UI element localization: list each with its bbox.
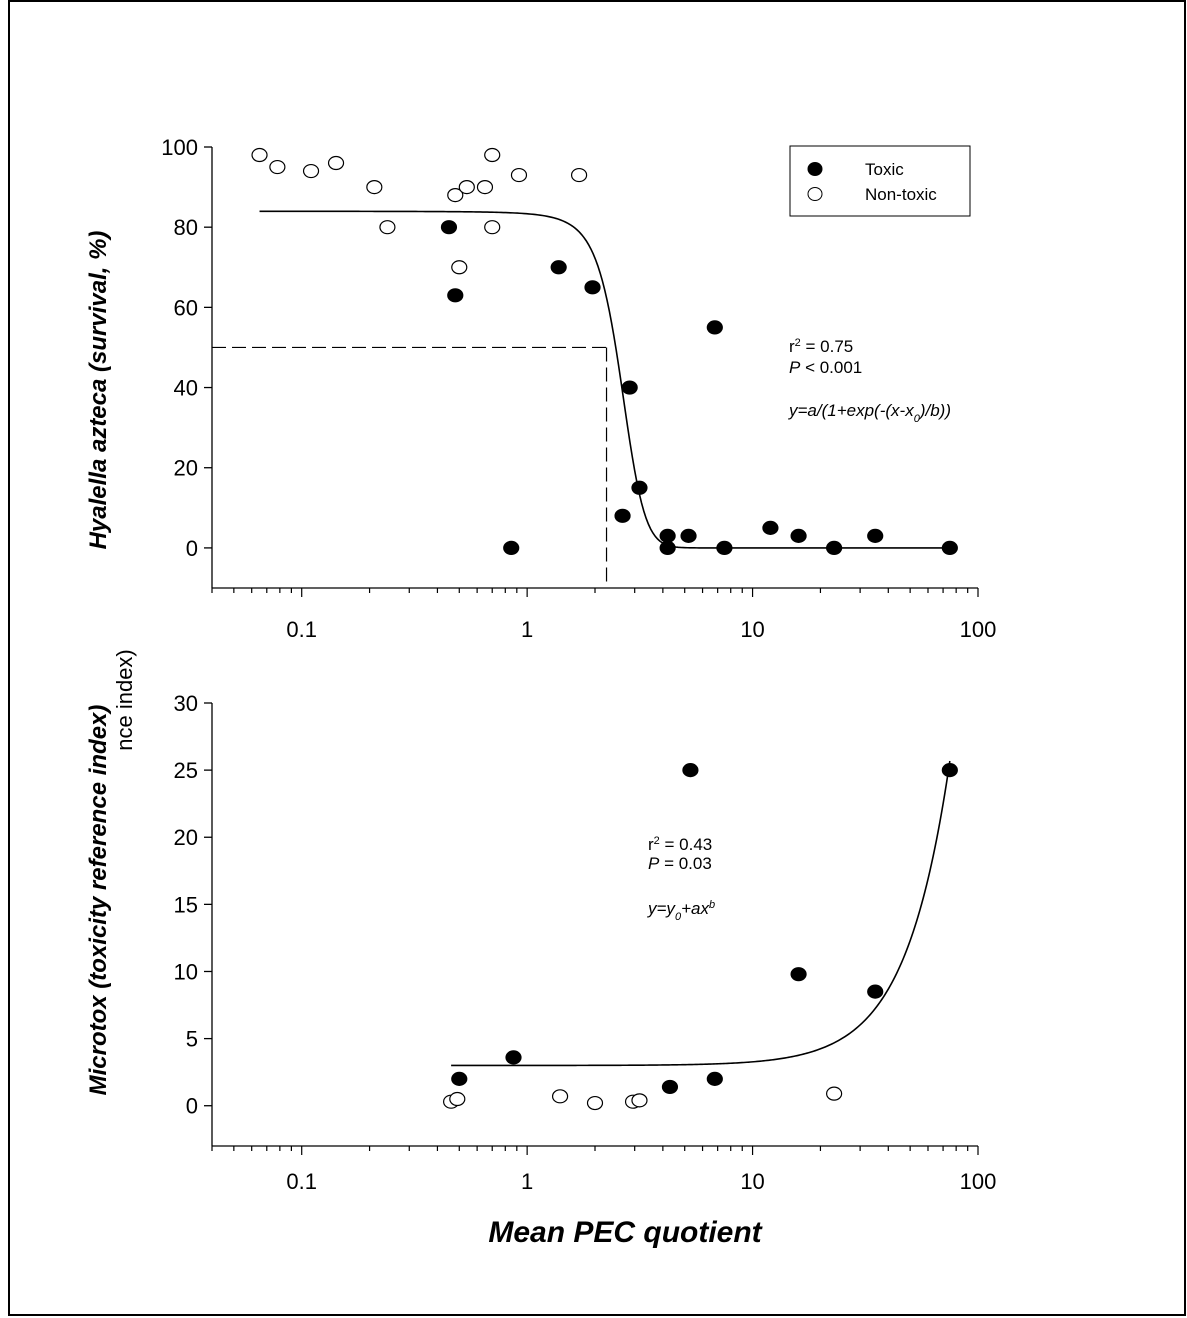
data-point-non-toxic	[447, 188, 464, 203]
y-tick-label: 100	[161, 135, 198, 160]
data-point-toxic	[762, 520, 779, 535]
data-point-toxic	[661, 1079, 679, 1095]
y-tick-label: 10	[174, 959, 198, 984]
data-point-toxic	[550, 260, 567, 275]
legend-marker-non-toxic	[807, 187, 823, 201]
y-tick-label: 60	[174, 295, 198, 320]
data-point-non-toxic	[269, 159, 286, 175]
y-tick-label: 80	[174, 215, 198, 240]
x-tick-label: 1	[521, 1169, 533, 1194]
annotation-equation: y=a/(1+exp(-(x-x0)/b))	[788, 401, 951, 425]
data-point-toxic	[867, 984, 884, 999]
legend-box	[789, 145, 971, 217]
y-axis-label-bottom: Microtox (toxicity reference index)	[85, 705, 112, 1096]
x-tick-label: 100	[960, 617, 997, 642]
data-point-toxic	[716, 540, 733, 556]
y-axis-label-fragment: nce index)	[112, 649, 137, 751]
annotation-p: P = 0.03	[648, 854, 712, 873]
data-point-non-toxic	[510, 167, 528, 183]
y-tick-label: 15	[174, 892, 198, 917]
data-point-toxic	[621, 380, 638, 395]
data-point-toxic	[941, 540, 958, 556]
data-point-toxic	[682, 763, 699, 778]
fit-curve	[451, 760, 951, 1067]
y-tick-label: 5	[186, 1027, 198, 1052]
x-tick-label: 10	[740, 617, 764, 642]
data-point-non-toxic	[551, 1089, 569, 1104]
y-tick-label: 0	[186, 536, 198, 561]
data-point-non-toxic	[458, 179, 475, 195]
data-point-non-toxic	[570, 167, 588, 183]
data-point-non-toxic	[826, 1086, 843, 1101]
data-point-toxic	[790, 967, 807, 982]
legend-label-toxic: Toxic	[865, 160, 904, 179]
data-point-toxic	[867, 528, 884, 543]
data-point-toxic	[680, 528, 697, 543]
data-point-toxic	[706, 320, 723, 335]
data-point-toxic	[505, 1050, 522, 1065]
data-point-toxic	[826, 540, 843, 556]
data-point-non-toxic	[476, 179, 494, 195]
panel-microtox: 0 5 10 15 20 25 30 0.1 1 10 100 Microtox (toxicity …	[85, 649, 996, 1249]
legend-label-non-toxic: Non-toxic	[865, 185, 937, 204]
annotation-r2: r2 = 0.43	[648, 835, 712, 854]
data-point-non-toxic	[302, 163, 320, 179]
data-point-toxic	[584, 280, 601, 295]
data-point-non-toxic	[451, 260, 468, 275]
y-tick-label: 25	[174, 758, 198, 783]
figure-frame	[8, 0, 1186, 1316]
data-point-toxic	[503, 540, 520, 556]
data-point-non-toxic	[251, 147, 268, 163]
data-point-toxic	[659, 540, 676, 556]
y-tick-label: 20	[174, 825, 198, 850]
annotation-p: P < 0.001	[789, 358, 862, 377]
x-axis-label: Mean PEC quotient	[488, 1216, 763, 1249]
data-point-non-toxic	[586, 1095, 604, 1111]
data-point-toxic	[790, 528, 807, 543]
fit-curve	[259, 210, 950, 549]
x-tick-label: 100	[960, 1169, 997, 1194]
data-point-toxic	[941, 763, 958, 778]
data-point-toxic	[447, 288, 464, 303]
data-point-toxic	[451, 1071, 468, 1086]
data-point-toxic	[631, 480, 648, 495]
x-tick-label: 10	[740, 1169, 764, 1194]
legend-marker-toxic	[807, 162, 823, 176]
data-point-toxic	[614, 508, 631, 523]
data-point-non-toxic	[449, 1091, 466, 1107]
y-axis-label-top: Hyalella azteca (survival, %)	[85, 231, 112, 550]
y-tick-label: 20	[174, 456, 198, 481]
annotation-r2: r2 = 0.75	[789, 337, 853, 356]
panel-hyalella: 0 20 40 60 80 100 0.1 1 10 100 Hyalella azteca (su…	[85, 135, 996, 642]
x-tick-label: 1	[521, 617, 533, 642]
data-point-non-toxic	[379, 220, 396, 235]
y-tick-label: 30	[174, 691, 198, 716]
y-tick-label: 40	[174, 376, 198, 401]
data-point-non-toxic	[366, 179, 383, 195]
data-point-toxic	[659, 528, 676, 543]
data-point-non-toxic	[631, 1093, 648, 1108]
y-tick-label: 0	[186, 1094, 198, 1119]
x-tick-label: 0.1	[286, 1169, 317, 1194]
data-point-non-toxic	[484, 220, 501, 235]
data-point-non-toxic	[484, 147, 501, 163]
data-point-toxic	[706, 1071, 723, 1086]
x-tick-label: 0.1	[286, 617, 317, 642]
data-point-toxic	[440, 220, 458, 235]
annotation-equation: y=y0+axb	[647, 899, 715, 923]
data-point-non-toxic	[327, 155, 345, 171]
